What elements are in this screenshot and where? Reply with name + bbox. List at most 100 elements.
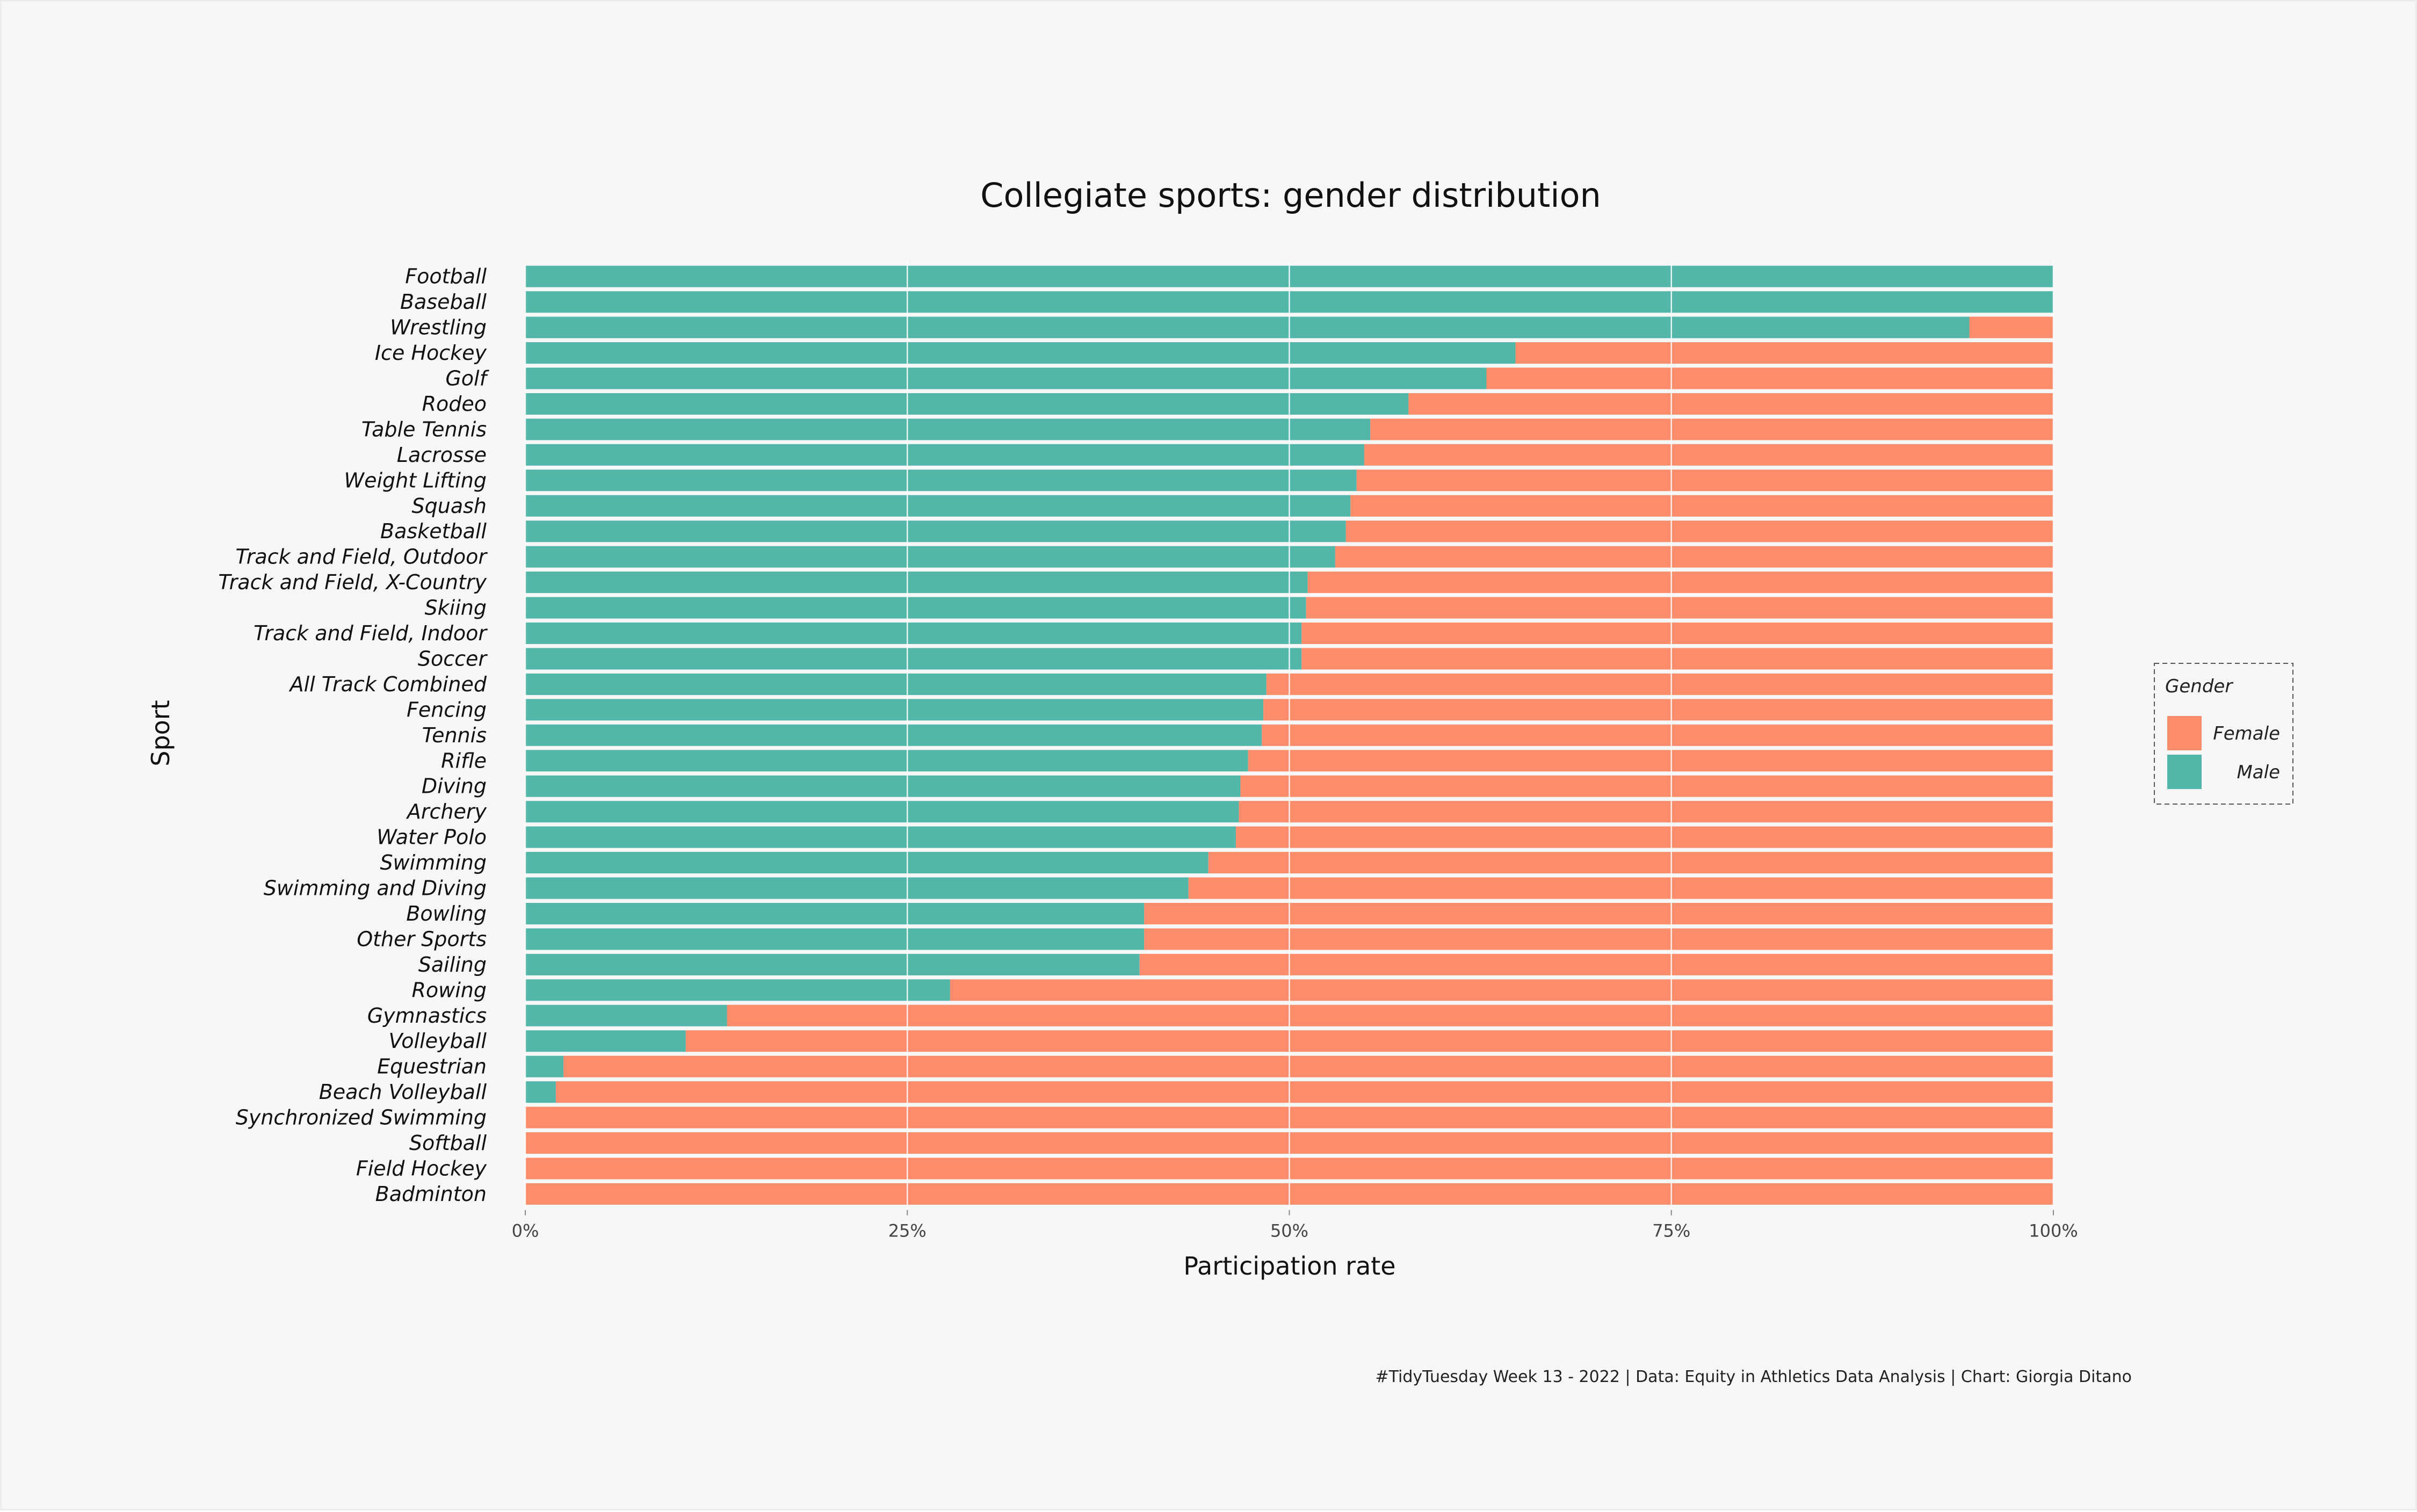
bar-female [1144, 902, 2053, 924]
y-axis-category-label: Basketball [380, 519, 487, 543]
bar-female [1301, 623, 2053, 645]
y-axis-category-label: Fencing [407, 698, 487, 721]
bar-female [563, 1055, 2053, 1077]
bar-male [525, 775, 1241, 797]
bar-female [1262, 724, 2053, 746]
bar-male [525, 520, 1346, 542]
bar-female [950, 979, 2053, 1001]
y-axis-category-label: Volleyball [388, 1029, 487, 1053]
legend-label: Male [2237, 762, 2280, 783]
bar-female [727, 1004, 2053, 1026]
bar-male [525, 623, 1302, 645]
bar-male [525, 699, 1264, 721]
bar-male [525, 852, 1208, 874]
y-axis-category-label: Rowing [412, 978, 487, 1002]
bar-male [525, 469, 1357, 491]
bar-female [1345, 520, 2053, 542]
bar-female [1515, 342, 2053, 364]
legend-swatch [2167, 755, 2202, 789]
y-axis-category-label: Field Hockey [356, 1156, 487, 1180]
y-axis-category-label: Table Tennis [361, 417, 487, 441]
bar-male [525, 826, 1236, 848]
y-axis-category-label: Rodeo [422, 392, 487, 416]
y-axis-category-label: Beach Volleyball [319, 1080, 487, 1104]
bars-layer [525, 265, 2054, 1205]
y-axis-category-label: Equestrian [377, 1055, 487, 1079]
y-axis-category-label: Archery [406, 800, 487, 823]
x-axis-title: Participation rate [1183, 1251, 1395, 1281]
legend: Gender Female Male [2154, 663, 2293, 805]
bar-male [525, 724, 1262, 746]
y-axis-category-label: Golf [445, 367, 489, 390]
bar-male [525, 1004, 727, 1026]
bar-female [1248, 750, 2053, 772]
bar-female [1307, 571, 2053, 594]
y-axis-category-label: Track and Field, X-Country [218, 570, 487, 594]
bar-female [1139, 953, 2053, 975]
bar-female [1235, 826, 2053, 848]
bar-female [1266, 673, 2053, 695]
y-axis-category-label: Weight Lifting [344, 468, 487, 492]
y-axis-category-label: Football [405, 265, 487, 288]
legend-label: Female [2213, 723, 2280, 744]
chart-caption: #TidyTuesday Week 13 - 2022 | Data: Equi… [1376, 1368, 2132, 1386]
y-axis-category-label: All Track Combined [288, 672, 487, 696]
bar-male [525, 1081, 556, 1103]
bar-male [525, 444, 1364, 466]
y-axis-category-label: Lacrosse [397, 443, 487, 467]
y-axis-category-label: Wrestling [390, 316, 487, 339]
bar-female [1364, 444, 2053, 466]
bar-male [525, 750, 1248, 772]
bar-male [525, 928, 1145, 950]
y-axis-category-label: Skiing [425, 596, 487, 620]
y-axis-category-label: Synchronized Swimming [236, 1106, 487, 1130]
bar-female [685, 1030, 2053, 1052]
bar-male [525, 1030, 686, 1052]
y-axis-category-label: Track and Field, Indoor [254, 621, 488, 645]
bar-male [525, 393, 1409, 415]
bar-female [1350, 495, 2053, 517]
bar-male [525, 673, 1267, 695]
bar-female [1188, 877, 2053, 899]
y-axis-category-label: Swimming and Diving [264, 877, 487, 900]
gridlines [524, 261, 2054, 1210]
bar-female [1208, 852, 2053, 874]
y-axis-category-label: Badminton [375, 1182, 487, 1206]
x-tick-label: 25% [888, 1221, 927, 1241]
bar-male [525, 367, 1487, 389]
x-tick-label: 100% [2029, 1221, 2078, 1241]
legend-swatch [2167, 716, 2202, 750]
bar-male [525, 597, 1306, 619]
bar-male [525, 648, 1302, 670]
bar-male [525, 342, 1516, 364]
bar-female [555, 1081, 2054, 1103]
y-axis-category-label: Swimming [380, 851, 487, 874]
bar-female [1306, 597, 2053, 619]
y-axis-category-label: Soccer [418, 647, 488, 670]
bar-male [525, 495, 1351, 517]
y-axis-title: Sport [146, 700, 175, 766]
y-axis-category-label: Bowling [406, 902, 487, 925]
x-axis-ticks: 0% 25% 50% 75% 100% [512, 1210, 2078, 1241]
x-tick-label: 50% [1270, 1221, 1308, 1241]
y-axis-category-label: Baseball [400, 290, 487, 314]
bar-female [1486, 367, 2053, 389]
bar-male [525, 877, 1189, 899]
y-axis-category-label: Squash [412, 494, 487, 518]
bar-female [1335, 546, 2053, 568]
bar-female [1239, 801, 2053, 823]
y-axis-category-label: Gymnastics [367, 1004, 487, 1028]
bar-female [1408, 393, 2053, 415]
bar-female [1144, 928, 2053, 950]
bar-female [1301, 648, 2053, 670]
bar-male [525, 418, 1371, 440]
bar-male [525, 571, 1308, 594]
x-tick-label: 0% [512, 1221, 539, 1241]
bar-female [1263, 699, 2053, 721]
bar-male [525, 546, 1335, 568]
y-axis-category-label: Rifle [441, 749, 487, 772]
bar-female [1969, 316, 2053, 338]
